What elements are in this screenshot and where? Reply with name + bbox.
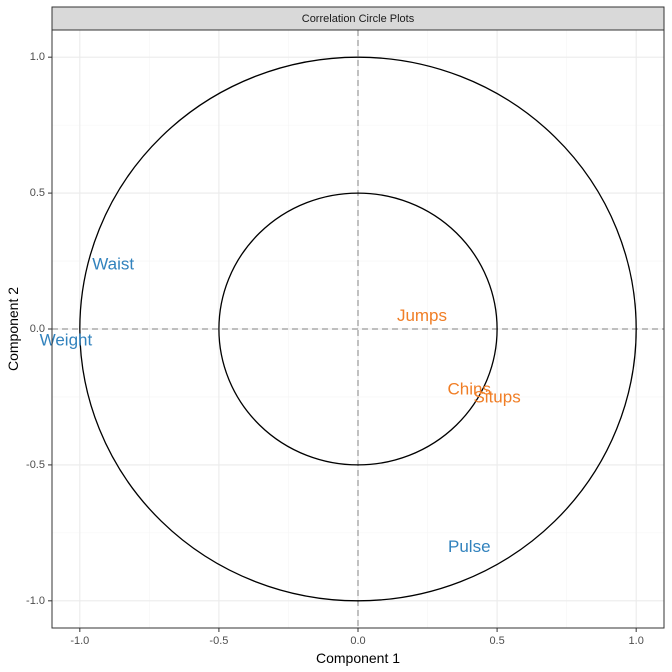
correlation-circle (79, 56, 637, 602)
variable-label: Pulse (448, 537, 491, 556)
x-tick-label: 0.5 (489, 635, 504, 647)
variable-label: Chins (448, 379, 491, 398)
y-axis-title: Component 2 (5, 287, 21, 371)
variable-label: Jumps (397, 306, 447, 325)
correlation-circles (79, 56, 637, 602)
x-axis-title: Component 1 (316, 650, 400, 666)
variable-label: Waist (92, 254, 134, 273)
x-tick-label: -1.0 (70, 635, 89, 647)
y-tick-label: -1.0 (26, 595, 45, 607)
x-axis-ticks: -1.0 -0.5 0.0 0.5 1.0 (70, 628, 644, 647)
chart-title: Correlation Circle Plots (302, 13, 415, 25)
y-tick-label: 0.5 (30, 187, 45, 199)
variable-label: Situps (473, 387, 520, 406)
y-tick-label: 1.0 (30, 51, 45, 63)
y-tick-label: -0.5 (26, 459, 45, 471)
y-tick-label: 0.0 (30, 323, 45, 335)
reference-lines (52, 30, 664, 628)
panel-border (51, 29, 665, 629)
x-tick-label: -0.5 (209, 635, 228, 647)
correlation-circle (218, 192, 498, 466)
variable-label: Weight (40, 330, 93, 349)
y-axis-ticks: -1.0 -0.5 0.0 0.5 1.0 (26, 51, 52, 607)
x-tick-label: 1.0 (629, 635, 644, 647)
x-tick-label: 0.0 (350, 635, 365, 647)
